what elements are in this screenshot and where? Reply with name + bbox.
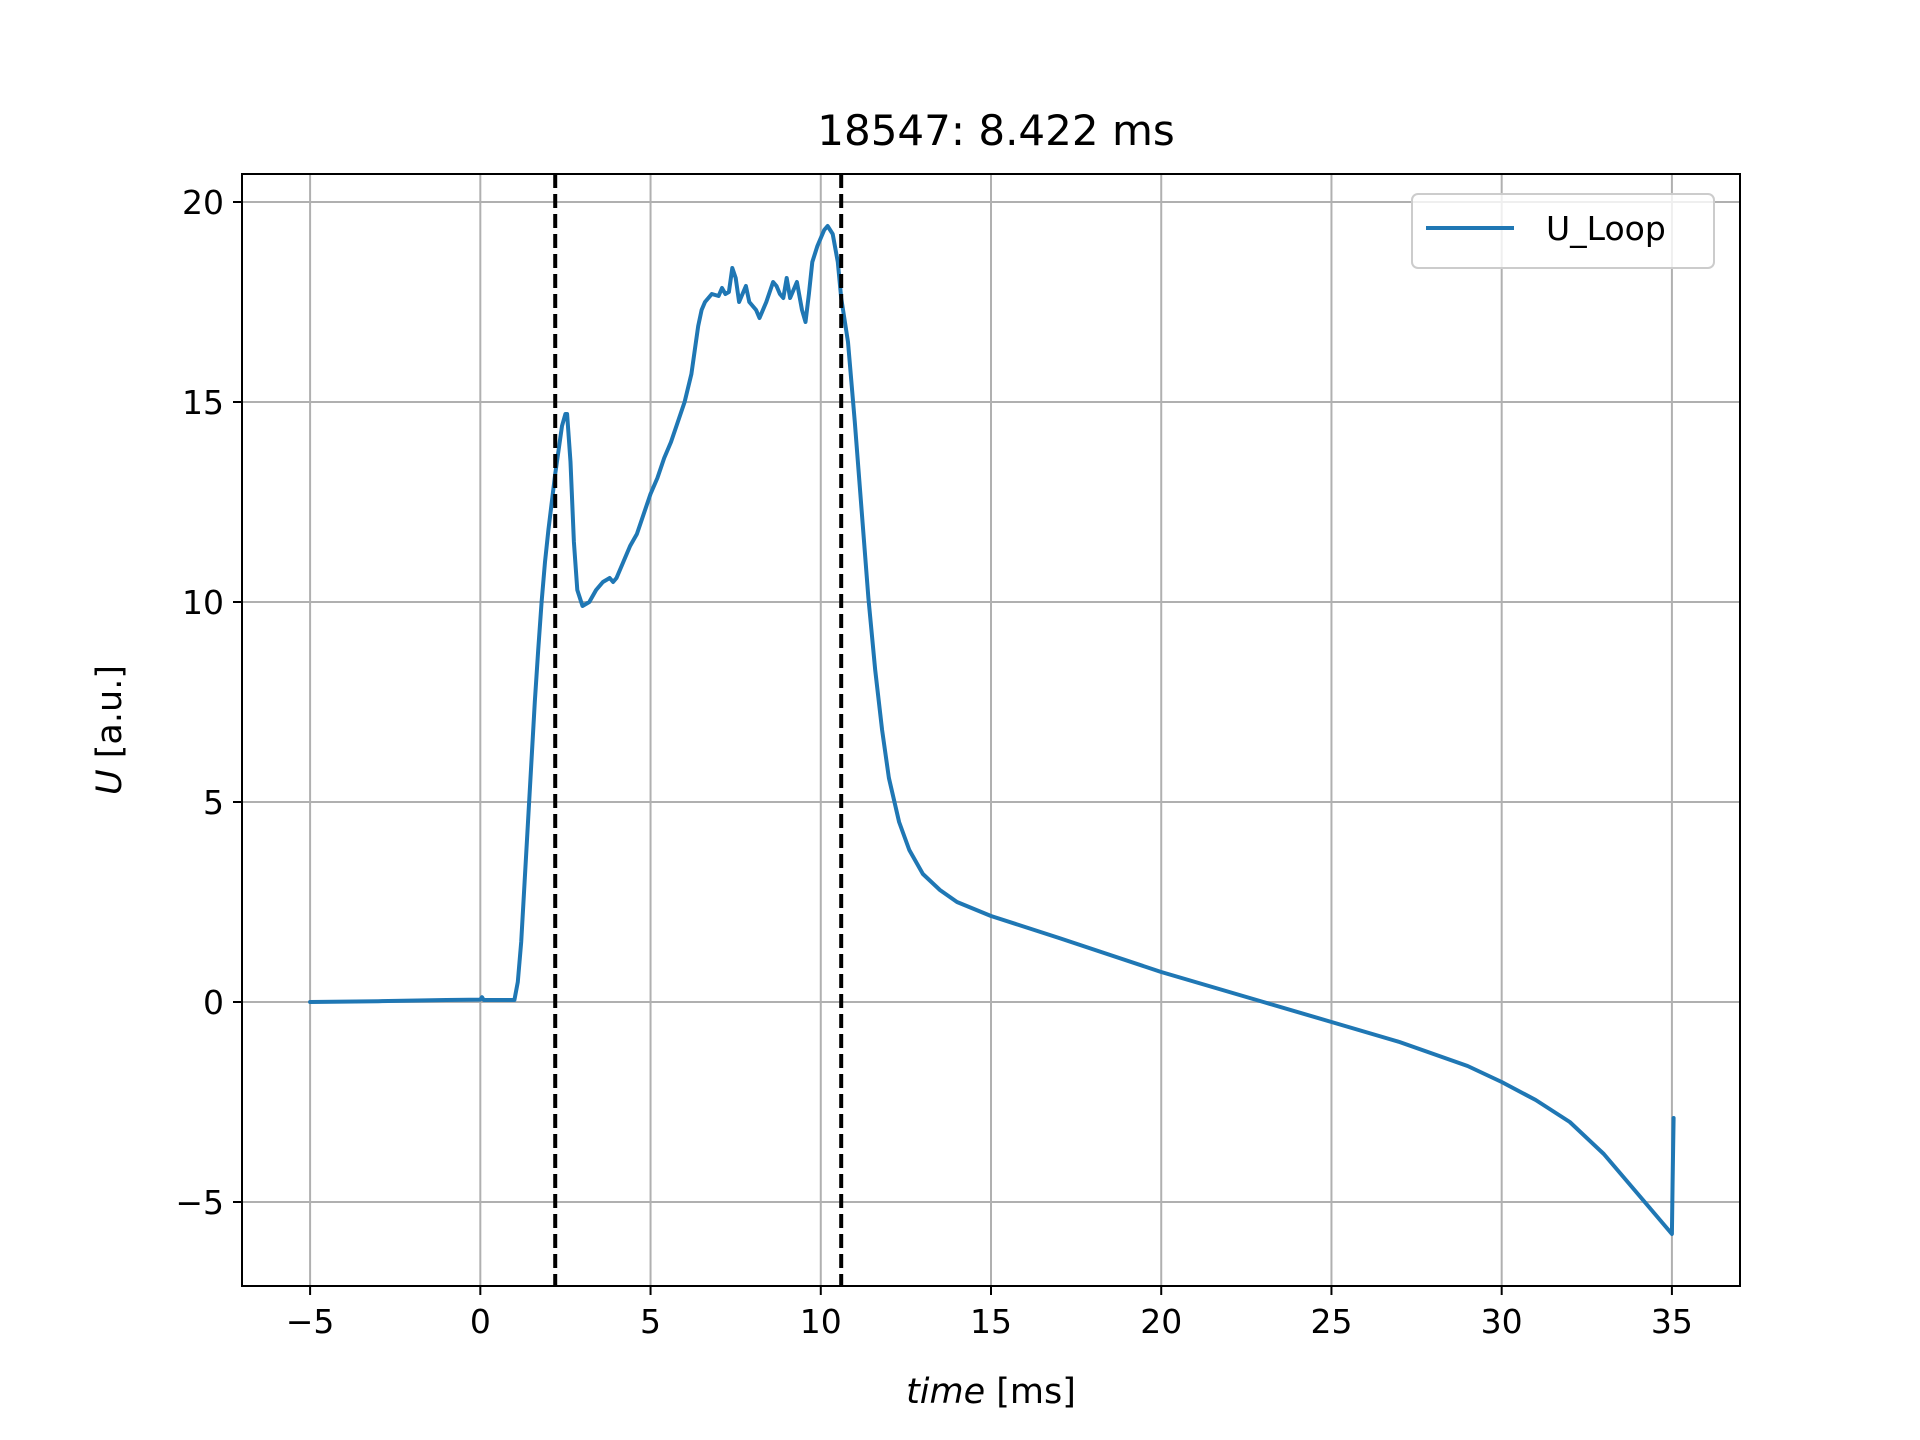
x-axis: −5 0 5 10 15 20 25 30 35 xyxy=(286,1286,1693,1341)
x-axis-label-var: time xyxy=(906,1372,985,1412)
x-tick-label: 35 xyxy=(1651,1302,1693,1341)
legend: U_Loop xyxy=(1411,193,1715,269)
y-axis-label-unit: [a.u.] xyxy=(90,665,130,758)
x-tick-label: 30 xyxy=(1481,1302,1523,1341)
y-axis-label-var: U xyxy=(90,769,130,795)
y-tick-label: 20 xyxy=(182,183,224,222)
x-tick-label: 25 xyxy=(1310,1302,1352,1341)
legend-box xyxy=(1411,193,1715,269)
y-tick-label: −5 xyxy=(175,1183,224,1222)
plot-area xyxy=(308,174,1676,1286)
y-tick-label: 0 xyxy=(203,983,224,1022)
y-axis-label-space xyxy=(90,758,130,769)
x-tick-label: 20 xyxy=(1140,1302,1182,1341)
x-tick-label: 15 xyxy=(970,1302,1012,1341)
y-tick-label: 10 xyxy=(182,583,224,622)
legend-label: U_Loop xyxy=(1546,209,1666,248)
x-tick-label: 10 xyxy=(800,1302,842,1341)
series-line-u-loop xyxy=(308,224,1676,1236)
y-axis-label: U [a.u.] xyxy=(90,665,130,795)
x-tick-label: 0 xyxy=(470,1302,491,1341)
x-axis-label-unit: [ms] xyxy=(996,1372,1076,1412)
chart-title: 18547: 8.422 ms xyxy=(817,106,1175,155)
y-tick-label: 15 xyxy=(182,383,224,422)
grid xyxy=(242,174,1740,1286)
y-axis: −5 0 5 10 15 20 xyxy=(175,183,242,1222)
x-tick-label: −5 xyxy=(286,1302,335,1341)
x-axis-label: time [ms] xyxy=(906,1372,1076,1412)
x-axis-label-space xyxy=(985,1372,996,1412)
y-tick-label: 5 xyxy=(203,783,224,822)
x-tick-label: 5 xyxy=(640,1302,661,1341)
